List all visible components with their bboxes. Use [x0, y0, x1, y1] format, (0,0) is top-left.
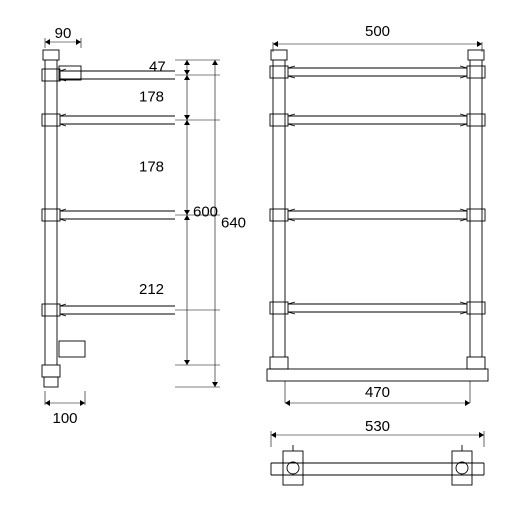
dim-178b: 178 [139, 158, 164, 175]
front-view [267, 50, 488, 381]
dim-600: 600 [193, 203, 218, 220]
dim-530: 530 [365, 418, 390, 435]
dim-212: 212 [139, 281, 164, 298]
dim-100: 100 [52, 410, 77, 427]
dim-90: 90 [55, 25, 72, 42]
dim-640: 640 [221, 214, 246, 231]
dim-178a: 178 [139, 88, 164, 105]
top-view [271, 445, 484, 485]
dim-500: 500 [365, 23, 390, 40]
dim-47: 47 [149, 58, 166, 75]
dim-470: 470 [365, 384, 390, 401]
